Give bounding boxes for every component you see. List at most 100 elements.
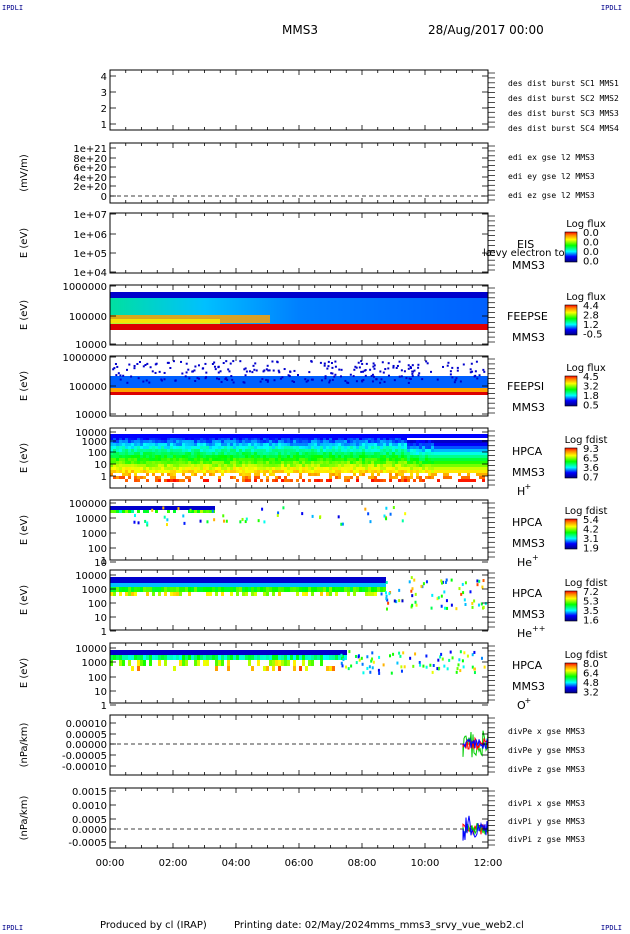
spectrogram-cell	[275, 464, 278, 467]
spectrogram-cell	[272, 449, 275, 452]
spectrogram-cell	[413, 479, 416, 482]
spectrogram-cell	[332, 455, 335, 458]
spectrogram-cell	[404, 464, 407, 467]
spectrogram-cell	[239, 443, 242, 446]
spectrogram-cell	[416, 455, 419, 458]
spectrogram-cell	[398, 467, 401, 470]
spectrogram-cell	[119, 464, 122, 467]
spectrogram-cell	[242, 455, 245, 458]
spectrogram-cell	[377, 452, 380, 455]
spectrogram-cell	[299, 467, 302, 470]
spectrogram-cell	[257, 473, 260, 476]
spectrogram-cell	[299, 470, 302, 473]
spectrogram-speck	[355, 380, 358, 383]
spectrogram-cell	[362, 455, 365, 458]
spectrogram-cell	[221, 583, 224, 587]
spectrogram-cell	[347, 443, 350, 446]
y-tick-label: 0.0010	[72, 801, 107, 812]
spectrogram-cell	[422, 446, 425, 449]
spectrogram-speck	[196, 377, 199, 380]
spectrogram-cell	[476, 443, 479, 446]
spectrogram-cell	[119, 437, 122, 440]
spectrogram-cell	[233, 449, 236, 452]
spectrogram-cell	[329, 467, 332, 470]
spectrogram-speck	[473, 650, 476, 654]
spectrogram-cell	[293, 660, 296, 666]
spectrogram-cell	[368, 464, 371, 467]
spectrogram-cell	[341, 446, 344, 449]
spectrogram-cell	[404, 479, 407, 482]
spectrogram-cell	[443, 461, 446, 464]
spectrogram-cell	[152, 464, 155, 467]
spectrogram-cell	[266, 655, 269, 660]
spectrogram-cell	[437, 443, 440, 446]
spectrogram-cell	[209, 446, 212, 449]
spectrogram-cell	[458, 446, 461, 449]
colorbar-tick-label: 1.6	[583, 616, 599, 627]
spectrogram-cell	[293, 464, 296, 467]
spectrogram-cell	[380, 583, 383, 587]
spectrogram-cell	[137, 476, 140, 479]
spectrogram-cell	[233, 452, 236, 455]
spectrogram-cell	[164, 655, 167, 660]
spectrogram-cell	[470, 449, 473, 452]
spectrogram-cell	[368, 592, 371, 596]
spectrogram-speck	[293, 369, 296, 372]
spectrogram-cell	[191, 458, 194, 461]
spectrogram-cell	[395, 452, 398, 455]
spectrogram-cell	[149, 467, 152, 470]
spectrogram-cell	[287, 577, 290, 583]
spectrogram-speck	[366, 655, 369, 659]
spectrogram-cell	[314, 473, 317, 476]
spectrogram-cell	[458, 473, 461, 476]
spectrogram-cell	[317, 577, 320, 583]
spectrogram-cell	[362, 461, 365, 464]
spectrogram-cell	[422, 443, 425, 446]
spectrogram-cell	[230, 655, 233, 660]
spectrogram-cell	[389, 455, 392, 458]
spectrogram-speck	[401, 519, 404, 523]
spectrogram-speck	[474, 374, 477, 377]
spectrogram-cell	[314, 458, 317, 461]
spectrogram-speck	[482, 579, 485, 583]
spectrogram-cell	[167, 455, 170, 458]
spectrogram-speck	[443, 664, 446, 668]
spectrogram-cell	[110, 655, 113, 660]
spectrogram-cell	[377, 473, 380, 476]
colorbar	[564, 447, 578, 479]
spectrogram-cell	[326, 449, 329, 452]
spacecraft-label: MMS3	[512, 680, 545, 693]
spectrogram-speck	[341, 522, 344, 526]
spectrogram-cell	[233, 470, 236, 473]
spectrogram-cell	[254, 577, 257, 583]
spectrogram-cell	[140, 452, 143, 455]
spectrogram-cell	[230, 437, 233, 440]
spectrogram-speck	[136, 362, 139, 365]
spectrogram-cell	[422, 464, 425, 467]
spectrogram-cell	[299, 452, 302, 455]
footer-printing-date: Printing date: 02/May/2024	[234, 920, 371, 931]
spectrogram-speck	[411, 372, 414, 375]
spectrogram-cell	[287, 455, 290, 458]
spectrogram-cell	[218, 476, 221, 479]
spectrogram-speck	[311, 514, 314, 518]
spectrogram-cell	[143, 587, 146, 592]
spectrogram-cell	[176, 464, 179, 467]
y-tick-label: 10000	[75, 514, 107, 525]
spectrogram-cell	[206, 655, 209, 660]
spectrogram-cell	[446, 473, 449, 476]
spectrogram-cell	[206, 458, 209, 461]
spectrogram-cell	[311, 461, 314, 464]
spectrogram-speck	[388, 592, 391, 596]
spectrogram-cell	[194, 655, 197, 660]
spectrogram-cell	[233, 443, 236, 446]
spectrogram-speck	[214, 368, 217, 371]
spectrogram-speck	[133, 367, 136, 370]
spectrogram-speck	[478, 374, 481, 377]
spectrogram-cell	[338, 446, 341, 449]
spectrogram-cell	[128, 655, 131, 660]
spectrogram-speck	[412, 370, 415, 373]
spectrogram-cell	[284, 577, 287, 583]
spectrogram-cell	[122, 443, 125, 446]
spectrogram-cell	[395, 476, 398, 479]
